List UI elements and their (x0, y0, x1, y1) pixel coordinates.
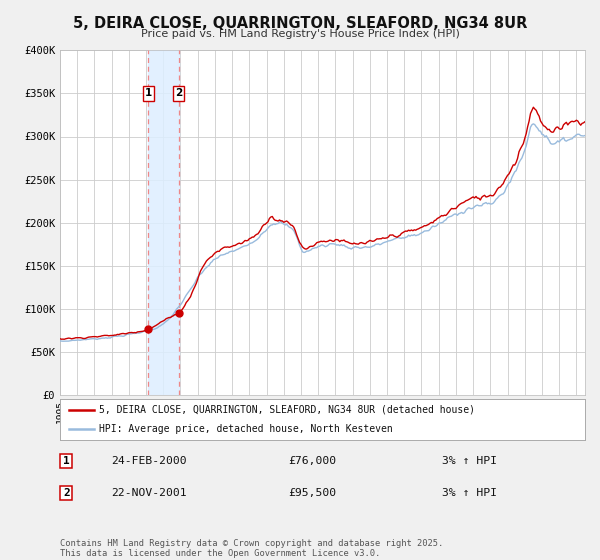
Text: 5, DEIRA CLOSE, QUARRINGTON, SLEAFORD, NG34 8UR (detached house): 5, DEIRA CLOSE, QUARRINGTON, SLEAFORD, N… (100, 405, 475, 415)
Text: 1: 1 (63, 456, 70, 466)
Text: 2: 2 (63, 488, 70, 498)
Text: HPI: Average price, detached house, North Kesteven: HPI: Average price, detached house, Nort… (100, 423, 393, 433)
Text: Price paid vs. HM Land Registry's House Price Index (HPI): Price paid vs. HM Land Registry's House … (140, 29, 460, 39)
Text: £76,000: £76,000 (288, 456, 336, 466)
Text: 5, DEIRA CLOSE, QUARRINGTON, SLEAFORD, NG34 8UR: 5, DEIRA CLOSE, QUARRINGTON, SLEAFORD, N… (73, 16, 527, 31)
Text: 3% ↑ HPI: 3% ↑ HPI (442, 488, 497, 498)
Text: £95,500: £95,500 (288, 488, 336, 498)
Text: Contains HM Land Registry data © Crown copyright and database right 2025.
This d: Contains HM Land Registry data © Crown c… (60, 539, 443, 558)
Text: 22-NOV-2001: 22-NOV-2001 (112, 488, 187, 498)
Text: 1: 1 (145, 88, 152, 99)
Bar (148, 50, 179, 395)
Text: 3% ↑ HPI: 3% ↑ HPI (442, 456, 497, 466)
Text: 24-FEB-2000: 24-FEB-2000 (112, 456, 187, 466)
Text: 2: 2 (175, 88, 182, 99)
